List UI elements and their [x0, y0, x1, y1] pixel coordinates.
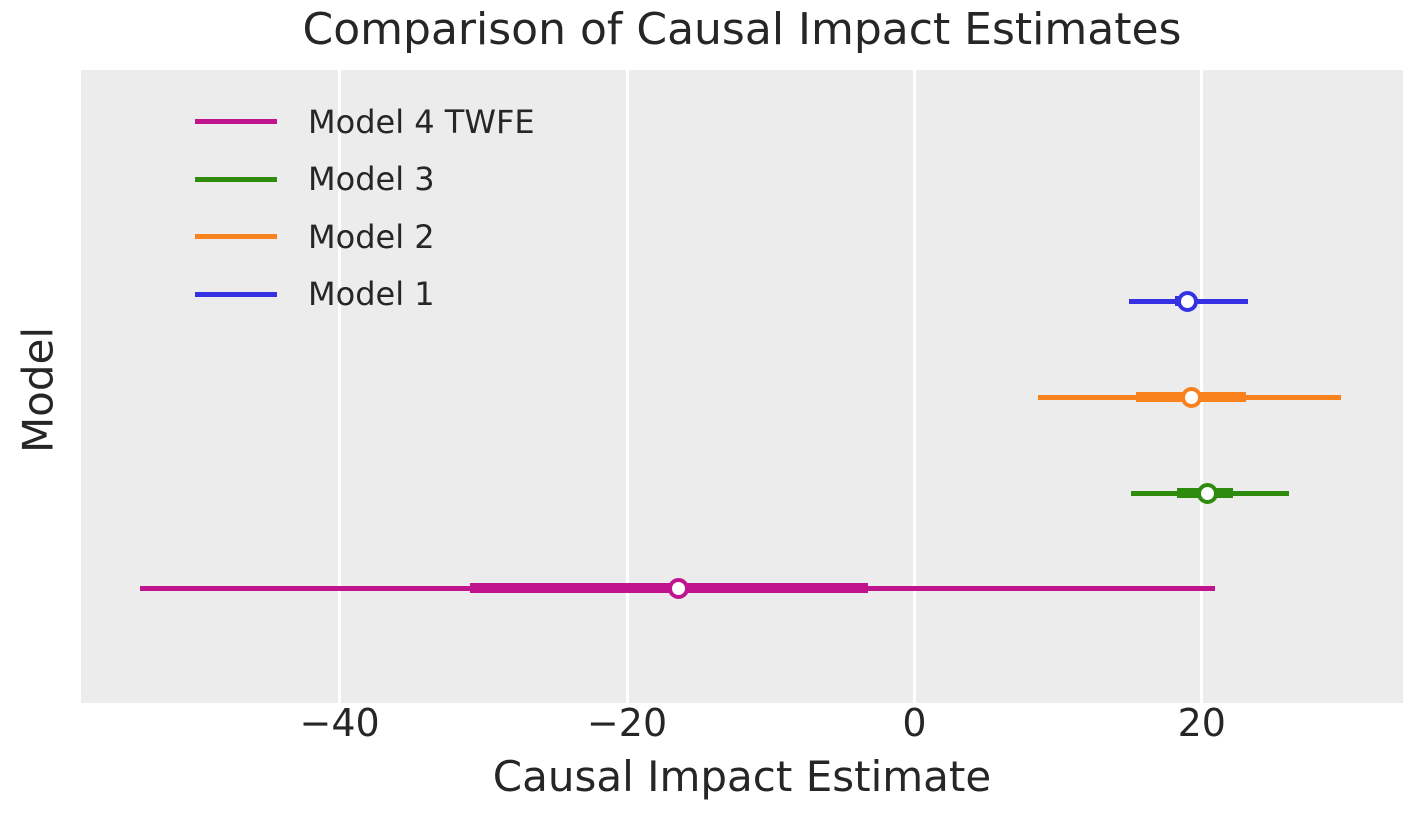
estimate-marker-model-1	[1176, 290, 1198, 312]
x-gridline	[338, 70, 342, 703]
legend-item-model-2: Model 2	[195, 208, 535, 266]
legend: Model 4 TWFE Model 3 Model 2 Model 1	[195, 93, 535, 323]
x-axis-label: Causal Impact Estimate	[492, 752, 992, 801]
estimate-marker-model-2	[1181, 386, 1203, 408]
legend-label: Model 2	[308, 217, 435, 256]
estimate-marker-model-3	[1197, 482, 1219, 504]
x-tick-label: 0	[902, 701, 927, 745]
estimate-marker-model-4-twfe	[668, 577, 690, 599]
legend-label: Model 3	[308, 160, 435, 199]
legend-label: Model 4 TWFE	[308, 102, 535, 141]
chart-title: Comparison of Causal Impact Estimates	[302, 4, 1182, 55]
x-tick-label: −20	[586, 701, 668, 745]
legend-label: Model 1	[308, 275, 435, 314]
y-axis-label: Model	[13, 326, 63, 454]
legend-line-swatch	[195, 291, 277, 297]
x-tick-label: −40	[299, 701, 380, 745]
x-tick-label: 20	[1177, 701, 1226, 745]
legend-item-model-1: Model 1	[195, 266, 535, 324]
plot-area: Model 4 TWFE Model 3 Model 2 Model 1	[81, 70, 1403, 703]
x-gridline	[912, 70, 916, 703]
legend-line-swatch	[195, 176, 277, 182]
legend-line-swatch	[195, 119, 277, 125]
x-gridline	[625, 70, 629, 703]
x-gridline	[1200, 70, 1204, 703]
legend-item-model-4-twfe: Model 4 TWFE	[195, 93, 535, 151]
legend-line-swatch	[195, 234, 277, 240]
legend-item-model-3: Model 3	[195, 151, 535, 209]
